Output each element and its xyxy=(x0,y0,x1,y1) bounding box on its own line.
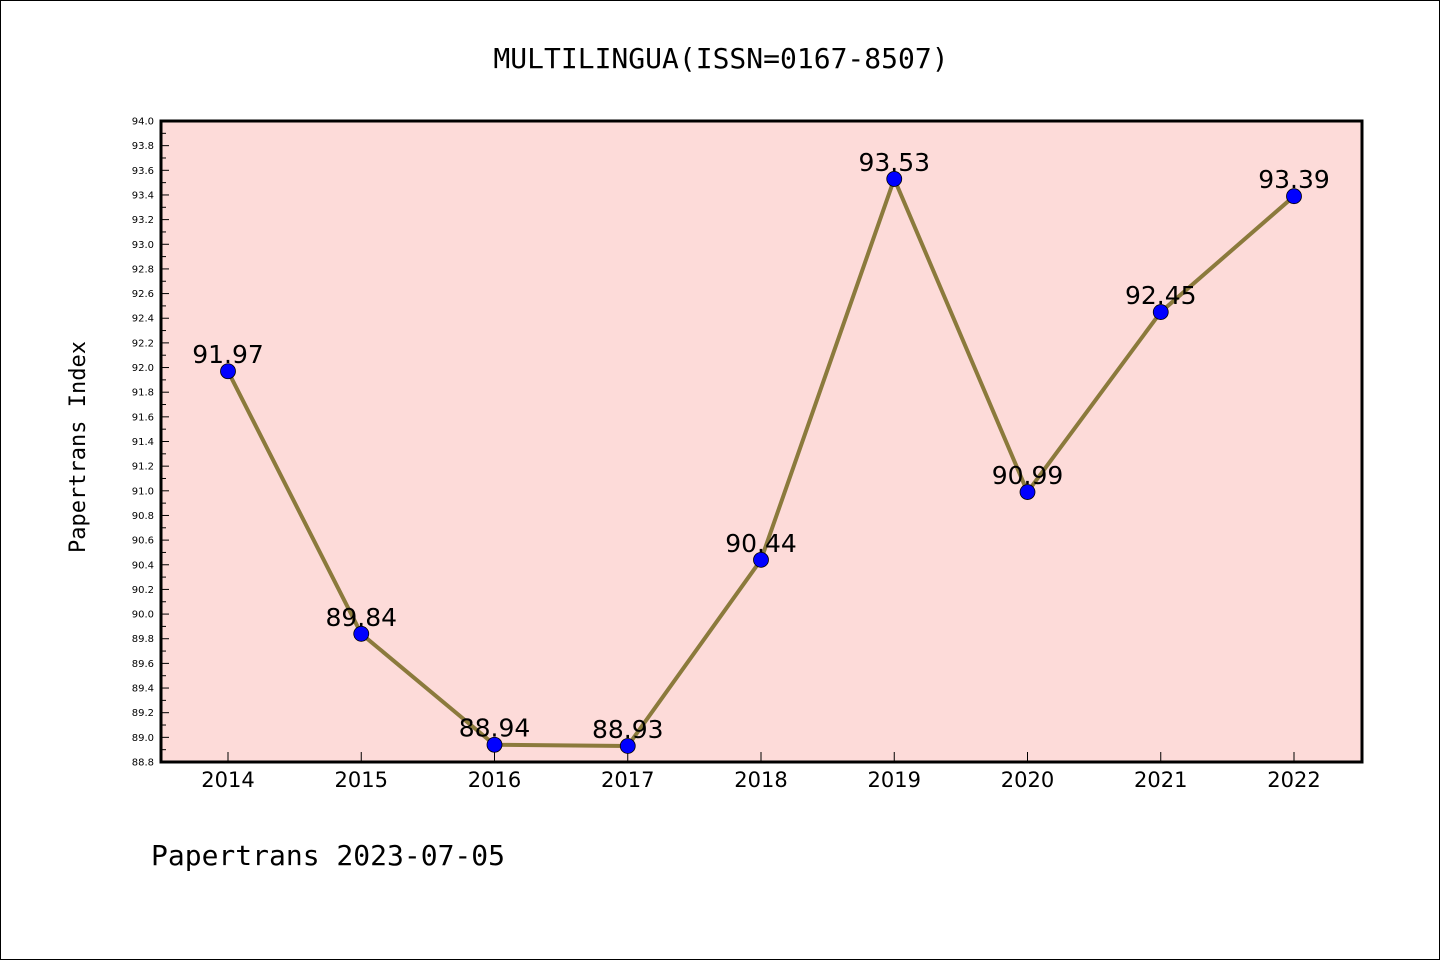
y-tick-label: 93.4 xyxy=(132,190,154,201)
data-point-marker xyxy=(753,551,769,568)
y-tick-label: 90.0 xyxy=(132,610,154,621)
data-point-marker xyxy=(1152,304,1169,320)
plot-area xyxy=(161,121,1362,762)
x-tick-label: 2015 xyxy=(335,768,388,792)
data-markers xyxy=(220,171,1302,754)
x-tick-label: 2019 xyxy=(868,768,921,792)
data-point-marker xyxy=(619,738,636,754)
y-tick-label: 91.4 xyxy=(132,437,154,448)
y-tick-label: 91.0 xyxy=(132,486,154,497)
y-tick-label: 94.0 xyxy=(132,117,154,128)
x-tick-label: 2022 xyxy=(1267,768,1320,792)
data-point-label: 89.84 xyxy=(325,603,397,632)
y-tick-label: 93.2 xyxy=(132,215,154,226)
y-tick-label: 93.6 xyxy=(132,166,154,177)
data-point-marker xyxy=(220,363,236,380)
data-point-label: 92.45 xyxy=(1125,281,1197,310)
data-point-label: 93.39 xyxy=(1258,165,1330,194)
y-tick-label: 90.4 xyxy=(132,560,154,571)
x-tick-label: 2021 xyxy=(1134,768,1187,792)
chart-title: MULTILINGUA(ISSN=0167-8507) xyxy=(493,42,948,75)
data-labels: 91.97 89.84 88.94 88.93 90.44 93.53 90.99 92.45… xyxy=(192,148,1330,744)
y-axis-ticks: 88.8 89.0 89.2 89.4 89.6 89.8 90.0 90.2 90.4 90.6… xyxy=(132,117,169,769)
y-tick-label: 91.8 xyxy=(132,388,154,399)
y-tick-label: 91.6 xyxy=(132,412,154,423)
plot-border xyxy=(159,119,1364,764)
x-tick-label: 2018 xyxy=(734,768,787,792)
y-tick-label: 89.4 xyxy=(132,684,154,695)
y-tick-label: 93.8 xyxy=(132,141,154,152)
y-tick-label: 92.8 xyxy=(132,264,154,275)
x-tick-label: 2014 xyxy=(201,768,254,792)
data-point-marker xyxy=(1019,484,1036,500)
data-point-marker xyxy=(486,736,503,753)
x-tick-label: 2020 xyxy=(1001,768,1054,792)
y-axis-label: Papertrans Index xyxy=(66,341,91,553)
x-tick-label: 2016 xyxy=(468,768,521,792)
data-point-label: 88.93 xyxy=(592,715,664,744)
y-tick-label: 89.0 xyxy=(132,733,154,744)
footer-credit: Papertrans 2023-07-05 xyxy=(151,839,505,872)
y-tick-label: 92.6 xyxy=(132,289,154,300)
data-point-label: 91.97 xyxy=(192,340,264,369)
y-tick-label: 92.2 xyxy=(132,338,154,349)
y-tick-label: 92.4 xyxy=(132,314,154,325)
y-tick-label: 90.8 xyxy=(132,511,154,522)
y-tick-label: 89.2 xyxy=(132,708,154,719)
data-point-marker xyxy=(1286,188,1302,205)
y-tick-label: 89.6 xyxy=(132,659,154,670)
y-tick-label: 93.0 xyxy=(132,240,154,251)
x-axis-ticks: 2014 2015 2016 2017 2018 2019 2020 2021 2022 xyxy=(201,752,1321,792)
data-point-label: 88.94 xyxy=(459,714,531,743)
data-point-label: 90.99 xyxy=(992,461,1064,490)
x-tick-label: 2017 xyxy=(601,768,654,792)
y-tick-label: 89.8 xyxy=(132,634,154,645)
data-point-marker xyxy=(353,625,370,642)
y-tick-label: 90.2 xyxy=(132,585,154,596)
data-point-label: 93.53 xyxy=(858,148,930,177)
data-point-marker xyxy=(886,171,903,187)
data-point-label: 90.44 xyxy=(725,529,797,558)
y-tick-label: 92.0 xyxy=(132,363,154,374)
y-tick-label: 91.2 xyxy=(132,462,154,473)
y-tick-label: 90.6 xyxy=(132,536,154,547)
y-tick-label: 88.8 xyxy=(132,758,154,769)
